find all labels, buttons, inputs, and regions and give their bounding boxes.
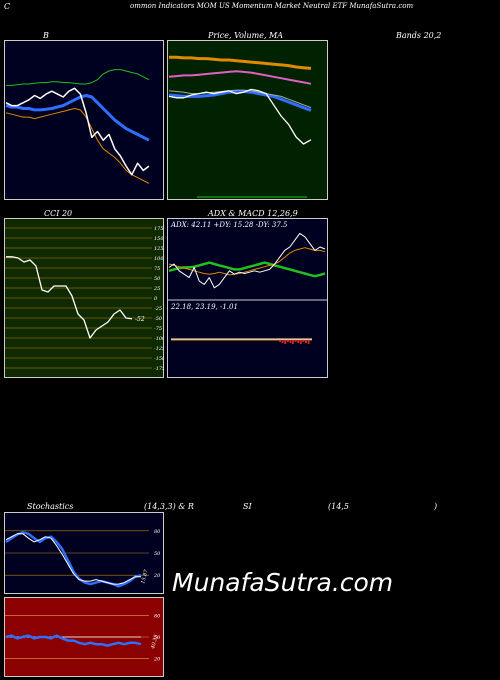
- rsi-last-value: 40.35: [150, 634, 160, 650]
- cci-tick-label: 75: [154, 266, 160, 272]
- adx-title: ADX & MACD 12,26,9: [208, 209, 298, 218]
- price-series-line: [168, 70, 312, 85]
- cci-tick-label: -125: [154, 346, 164, 352]
- watermark: MunafaSutra.com: [172, 568, 394, 597]
- cci-last-value: -52: [135, 316, 145, 323]
- cci-tick-label: 175: [154, 226, 164, 232]
- rsi-tick-label: 20: [153, 657, 161, 663]
- price-series-line: [168, 89, 312, 109]
- cci-tick-label: -50: [154, 316, 163, 322]
- cci-tick-label: 100: [154, 256, 164, 262]
- bb-series-line: [5, 87, 150, 176]
- rsi-title: SI: [243, 502, 252, 511]
- rsi-tick-label: 80: [154, 613, 161, 619]
- macd-histogram-bar: [286, 340, 289, 342]
- panel-background: [4, 40, 164, 200]
- macd-histogram-bar: [289, 340, 292, 343]
- header-letter: C: [4, 2, 11, 11]
- macd-histogram-bar: [297, 340, 300, 343]
- macd-histogram-bar: [294, 340, 297, 342]
- macd-histogram-bar: [281, 340, 284, 343]
- bb-series-line: [6, 69, 150, 86]
- stoch-tick-label: 20: [153, 573, 161, 579]
- stoch-k-line: [5, 531, 142, 588]
- price-series-line: [168, 88, 312, 145]
- cci-tick-label: -175: [154, 366, 164, 372]
- bb-series-line: [5, 94, 150, 142]
- rsi-close-paren: ): [434, 502, 438, 511]
- bands-title: Bands 20,2: [396, 31, 442, 40]
- adx-values-label: ADX: 42.11 +DY: 15.28 -DY: 37.5: [170, 221, 288, 229]
- header-title: ommon Indicators MOM US Momentum Market …: [130, 2, 414, 10]
- cci-tick-label: 125: [154, 246, 164, 252]
- cci-tick-label: 0: [154, 296, 158, 302]
- adx-series-line: [168, 232, 326, 289]
- stoch-tick-label: 50: [154, 551, 161, 557]
- stoch-params: (14,3,3) & R: [144, 502, 194, 511]
- price-ma-chart: [167, 40, 328, 200]
- stoch-title-a: Stochastics: [27, 502, 74, 511]
- price-series-line: [169, 55, 312, 70]
- bollinger-chart: [4, 40, 164, 200]
- rsi-chart: 80 50 20 40.35: [4, 597, 164, 677]
- price-series-line: [168, 90, 312, 112]
- panel-background: [167, 40, 328, 200]
- macd-histogram-bar: [299, 340, 302, 344]
- cci-line: [6, 256, 133, 339]
- cci-tick-label: 25: [153, 286, 160, 292]
- cci-tick-label: -100: [154, 336, 164, 342]
- stoch-last-value: 15.87: [140, 568, 150, 584]
- macd-histogram-bar: [305, 340, 307, 343]
- cci-tick-label: -150: [154, 356, 164, 362]
- macd-values-label: 22.18, 23.19, -1.01: [170, 303, 238, 311]
- rsi-line: [5, 634, 142, 647]
- macd-histogram-bar: [307, 340, 310, 344]
- price-title: Price, Volume, MA: [208, 31, 284, 40]
- rsi-params: (14,5: [328, 502, 349, 511]
- bb-title: B: [43, 31, 49, 40]
- stoch-tick-label: 80: [154, 529, 161, 535]
- rsi-tick-label: 50: [154, 635, 161, 641]
- bb-series-line: [5, 108, 150, 184]
- cci-tick-label: 150: [154, 236, 164, 242]
- cci-tick-label: 50: [154, 276, 161, 282]
- macd-histogram-bar: [279, 340, 281, 342]
- cci-tick-label: -75: [154, 326, 162, 332]
- cci-tick-label: -25: [154, 306, 162, 312]
- cci-title: CCI 20: [44, 209, 73, 218]
- adx-series-line: [168, 261, 326, 278]
- macd-histogram-bar: [292, 340, 294, 344]
- macd-histogram-bar: [302, 340, 305, 342]
- adx-macd-chart: ADX: 42.11 +DY: 15.28 -DY: 37.5 22.18, 23…: [167, 218, 328, 378]
- cci-chart: 175 150 125 100 75 50 25 0 -25 -50 -75 -100 -125 -150…: [4, 218, 164, 378]
- macd-histogram-bar: [284, 340, 287, 344]
- panel-background: [167, 218, 328, 378]
- stoch-d-line: [5, 533, 141, 585]
